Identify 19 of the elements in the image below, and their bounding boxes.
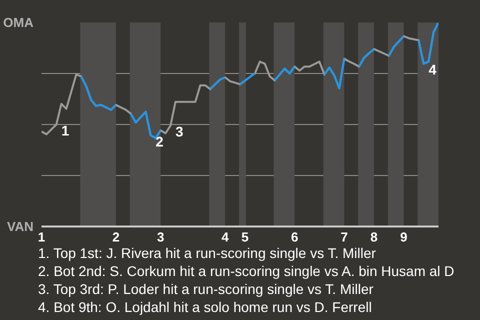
text: 4. Bot 9th: O. Lojdahl hit a solo home run vs D. Ferrell [38,299,372,315]
annotation: 3 [176,124,184,140]
text: VAN [7,219,34,234]
annotation: 2 [156,133,164,150]
x-tick-label: 9 [400,230,408,244]
annotation: 1 [61,122,70,138]
x-tick-label: 6 [290,230,298,244]
text: 1. Top 1st: J. Rivera hit a run-scoring single vs T. Miller [38,245,376,261]
text: 2. Bot 2nd: S. Corkum hit a run-scoring single vs A. bin Husam al D [38,263,454,279]
annotation: 4 [428,62,437,78]
text: OMA [3,15,34,30]
text: 3. Top 3rd: P. Loder hit a run-scoring single vs T. Miller [38,281,374,297]
x-tick-label: 7 [340,230,348,244]
x-tick-label: 8 [370,230,378,244]
x-tick-label: 3 [156,230,164,244]
x-tick-label: 1 [38,230,46,244]
x-tick-label: 5 [241,230,249,244]
x-tick-label: 2 [112,230,120,244]
x-tick-label: 4 [222,230,230,244]
